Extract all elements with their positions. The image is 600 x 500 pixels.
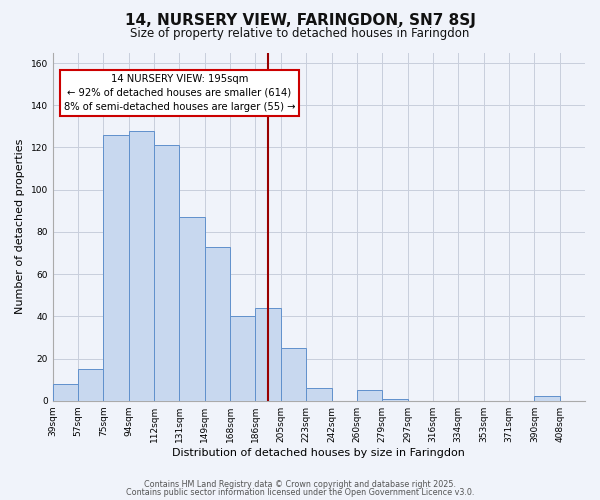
Text: 14 NURSERY VIEW: 195sqm
← 92% of detached houses are smaller (614)
8% of semi-de: 14 NURSERY VIEW: 195sqm ← 92% of detache… — [64, 74, 295, 112]
Bar — [230, 316, 256, 400]
X-axis label: Distribution of detached houses by size in Faringdon: Distribution of detached houses by size … — [172, 448, 465, 458]
Text: Contains public sector information licensed under the Open Government Licence v3: Contains public sector information licen… — [126, 488, 474, 497]
Bar — [306, 388, 332, 400]
Bar — [78, 369, 103, 400]
Bar — [179, 217, 205, 400]
Bar — [382, 398, 407, 400]
Bar — [281, 348, 306, 401]
Bar — [535, 396, 560, 400]
Text: Size of property relative to detached houses in Faringdon: Size of property relative to detached ho… — [130, 28, 470, 40]
Bar — [205, 246, 230, 400]
Bar — [103, 135, 129, 400]
Bar — [129, 130, 154, 400]
Bar — [154, 146, 179, 400]
Y-axis label: Number of detached properties: Number of detached properties — [15, 139, 25, 314]
Bar — [53, 384, 78, 400]
Text: 14, NURSERY VIEW, FARINGDON, SN7 8SJ: 14, NURSERY VIEW, FARINGDON, SN7 8SJ — [125, 12, 475, 28]
Text: Contains HM Land Registry data © Crown copyright and database right 2025.: Contains HM Land Registry data © Crown c… — [144, 480, 456, 489]
Bar — [357, 390, 382, 400]
Bar — [256, 308, 281, 400]
